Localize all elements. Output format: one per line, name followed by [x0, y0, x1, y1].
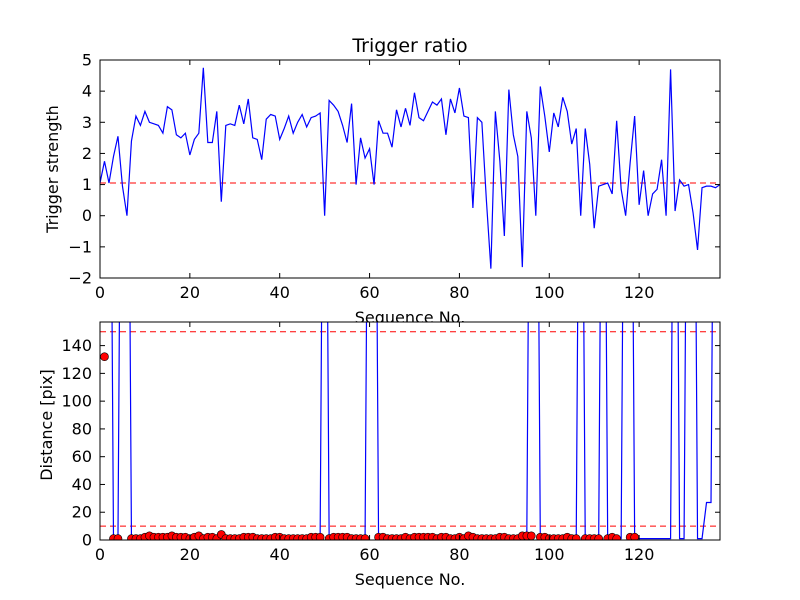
plot-area — [100, 322, 720, 540]
distance-axes: 0 20 40 60 80 100 120 0 20 40 60 80 100 120 140 Sequen… — [37, 321, 721, 589]
data-point — [100, 352, 109, 362]
x-tick-label: 120 — [624, 283, 655, 302]
data-point — [571, 534, 581, 540]
x-tick-label: 60 — [359, 283, 379, 302]
trigger-ratio-axes: Trigger ratio 0 20 40 60 80 100 120−2−1012345 … — [43, 35, 721, 327]
x-tick-label: 60 — [359, 545, 379, 564]
y-tick-label: 2 — [82, 144, 92, 163]
x-tick-label: 80 — [449, 545, 469, 564]
y-axis-label: Distance [pix] — [37, 369, 56, 481]
y-tick-label: 3 — [82, 113, 92, 132]
series-line — [100, 67, 720, 269]
y-tick-label: −1 — [68, 237, 92, 256]
y-tick-label: −2 — [68, 269, 92, 288]
y-tick-label: 100 — [61, 392, 92, 411]
data-point — [360, 534, 370, 540]
y-tick-label: 4 — [82, 82, 92, 101]
y-tick-label: 5 — [82, 51, 92, 70]
x-tick-label: 40 — [270, 283, 290, 302]
data-point — [612, 534, 621, 540]
x-tick-label: 0 — [95, 545, 105, 564]
y-tick-label: 1 — [82, 175, 92, 194]
y-tick-label: 60 — [72, 447, 92, 466]
plot-frame — [99, 59, 721, 279]
y-tick-label: 0 — [82, 206, 92, 225]
x-tick-label: 0 — [95, 283, 105, 302]
x-tick-label: 20 — [180, 283, 200, 302]
y-tick-label: 80 — [72, 419, 92, 438]
y-tick-label: 20 — [72, 503, 92, 522]
x-tick-label: 40 — [270, 545, 290, 564]
x-tick-label: 100 — [534, 545, 565, 564]
y-axis-label: Trigger strength — [43, 105, 62, 234]
plot-frame — [99, 321, 721, 541]
chart-title: Trigger ratio — [351, 35, 467, 57]
x-axis-label: Sequence No. — [355, 570, 466, 589]
y-tick-label: 40 — [72, 475, 92, 494]
data-point — [527, 531, 536, 540]
plot-area — [100, 60, 720, 278]
y-tick-label: 140 — [61, 336, 92, 355]
y-tick-label: 120 — [61, 364, 92, 383]
data-point — [315, 532, 325, 540]
data-point — [113, 534, 123, 540]
x-tick-label: 120 — [624, 545, 655, 564]
x-tick-label: 20 — [180, 545, 200, 564]
x-tick-label: 80 — [449, 283, 469, 302]
data-point — [594, 534, 603, 540]
y-tick-label: 0 — [82, 531, 92, 550]
x-tick-label: 100 — [534, 283, 565, 302]
